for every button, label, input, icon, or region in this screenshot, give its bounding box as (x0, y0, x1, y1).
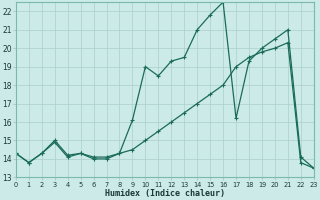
X-axis label: Humidex (Indice chaleur): Humidex (Indice chaleur) (105, 189, 225, 198)
